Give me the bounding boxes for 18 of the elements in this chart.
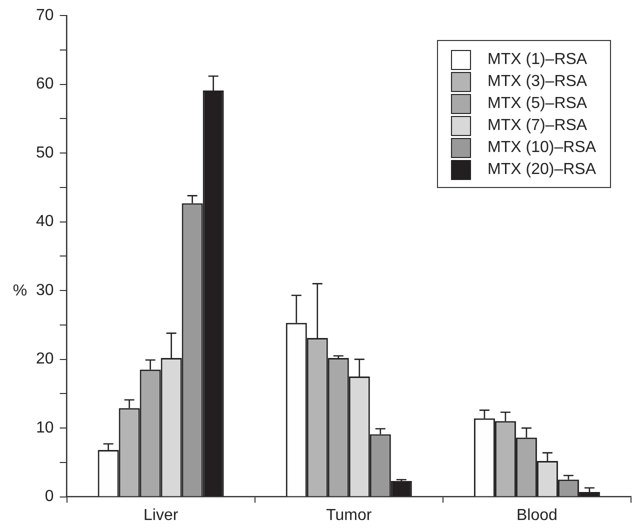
legend-label: MTX (1)–RSA: [488, 51, 588, 69]
y-tick-label: 40: [36, 213, 54, 230]
y-tick-label: 30: [36, 282, 54, 299]
legend-label: MTX (7)–RSA: [488, 117, 588, 135]
y-tick-label: 50: [36, 144, 54, 162]
y-axis-title: %: [12, 282, 28, 300]
y-tick-label: 0: [44, 488, 54, 506]
x-tick-label: Tumor: [326, 506, 372, 524]
legend-label: MTX (3)–RSA: [488, 73, 588, 91]
x-tick-label: Liver: [143, 506, 179, 524]
legend-label: MTX (5)–RSA: [488, 95, 588, 113]
y-tick-label: 10: [36, 419, 54, 436]
legend-label: MTX (10)–RSA: [488, 139, 596, 157]
y-tick-label: 70: [36, 7, 54, 24]
legend-label: MTX (20)–RSA: [488, 161, 596, 179]
y-tick-label: 60: [36, 76, 54, 93]
x-tick-label: Blood: [516, 506, 558, 524]
y-tick-label: 20: [36, 350, 54, 368]
